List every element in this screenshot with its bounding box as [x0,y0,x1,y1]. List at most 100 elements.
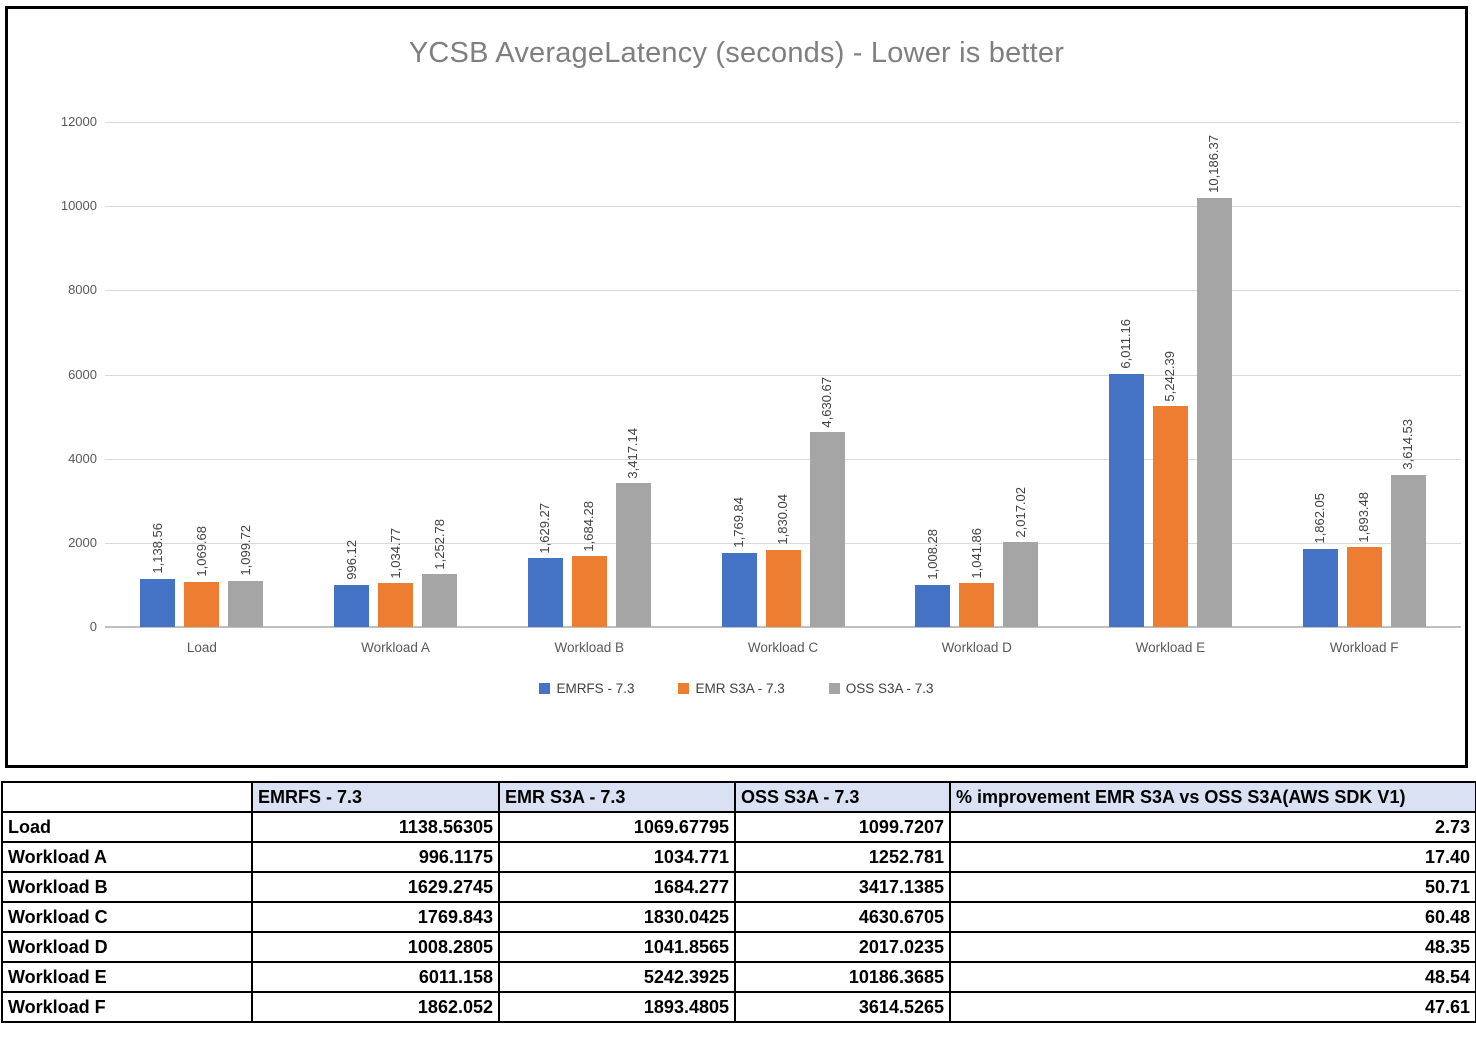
header-cell-blank[interactable] [1,781,253,813]
bar-OSS-S3A---7-3-Workload-E [1196,198,1232,627]
bar-EMR-S3A---7-3-Workload-D [959,583,995,627]
row-label[interactable]: Workload B [1,871,253,903]
table-cell-value[interactable]: 1769.843 [251,901,500,933]
table-row-workload-b: Workload B 1629.2745 1684.277 3417.1385 50.7… [1,871,1476,903]
bar-value-label: 996.12 [343,540,359,581]
table-cell-value[interactable]: 1252.781 [734,841,951,873]
table-row-load: Load 1138.56305 1069.67795 1099.7207 2.73 [1,811,1476,843]
table-cell-value[interactable]: 4630.6705 [734,901,951,933]
table-cell-value[interactable]: 60.48 [949,901,1476,933]
header-cell--improvement-emr-s3a-vs-oss-s3a-aws-sdk-v1-[interactable]: % improvement EMR S3A vs OSS S3A(AWS SDK… [949,781,1476,813]
category-label-workload-c: Workload C [747,640,819,655]
table-cell-value[interactable]: 50.71 [949,871,1476,903]
plot-area: 0 2000 4000 6000 8000 10000 12000 Load 1,138.56 1… [61,114,1461,655]
bar-EMR-S3A---7-3-Workload-B [571,556,607,627]
table-cell-value[interactable]: 10186.3685 [734,961,951,993]
row-label[interactable]: Load [1,811,253,843]
table-cell-value[interactable]: 1138.56305 [251,811,500,843]
bar-value-label: 3,614.53 [1400,419,1416,470]
bar-value-label: 2,017.02 [1012,486,1028,538]
table-row-workload-f: Workload F 1862.052 1893.4805 3614.5265 47.6… [1,991,1476,1023]
bar-value-label: 1,830.04 [775,494,790,545]
table-cell-value[interactable]: 48.54 [949,961,1476,993]
category-label-workload-f: Workload F [1329,640,1399,655]
row-label[interactable]: Workload E [1,961,253,993]
legend-swatch-icon [678,683,690,694]
header-cell-emrfs---7-3[interactable]: EMRFS - 7.3 [251,781,500,813]
legend-label: EMRFS - 7.3 [556,681,635,696]
table-cell-value[interactable]: 1862.052 [251,991,500,1023]
bar-value-label: 1,684.28 [581,500,597,552]
bar-value-label: 1,034.77 [387,527,403,579]
table-cell-value[interactable]: 3614.5265 [734,991,951,1023]
legend-swatch-icon [539,683,551,694]
category-label-workload-a: Workload A [361,640,430,655]
table-cell-value[interactable]: 5242.3925 [498,961,736,993]
chart-legend: EMRFS - 7.3 EMR S3A - 7.3 OSS S3A - 7.3 [8,681,1465,696]
bar-value-label: 1,008.28 [924,528,940,580]
header-cell-oss-s3a---7-3[interactable]: OSS S3A - 7.3 [734,781,951,813]
table-row-workload-c: Workload C 1769.843 1830.0425 4630.6705 60.4… [1,901,1476,933]
bar-OSS-S3A---7-3-Workload-B [615,483,651,627]
row-label[interactable]: Workload D [1,931,253,963]
bar-EMRFS---7-3-Workload-C [721,552,757,627]
table-cell-value[interactable]: 996.1175 [251,841,500,873]
gridline-10000 [105,206,1461,208]
table-cell-value[interactable]: 1684.277 [498,871,736,903]
table-cell-value[interactable]: 1830.0425 [498,901,736,933]
bar-value-label: 1,862.05 [1312,493,1328,544]
legend-swatch-icon [828,683,840,694]
table-cell-value[interactable]: 48.35 [949,931,1476,963]
header-cell-emr-s3a---7-3[interactable]: EMR S3A - 7.3 [498,781,736,813]
gridline-8000 [105,290,1461,292]
gridline-2000 [105,542,1461,544]
table-cell-value[interactable]: 1099.7207 [734,811,951,843]
table-cell-value[interactable]: 2017.0235 [734,931,951,963]
table-cell-value[interactable]: 17.40 [949,841,1476,873]
table-row-workload-a: Workload A 996.1175 1034.771 1252.781 17.40 [1,841,1476,873]
bar-EMR-S3A---7-3-Workload-C [765,549,801,627]
y-axis-tick-4000: 4000 [68,450,97,466]
bar-EMRFS---7-3-Workload-D [915,584,951,627]
chart-container: YCSB AverageLatency (seconds) - Lower is… [5,6,1468,768]
legend-item-EMRFS---7-3: EMRFS - 7.3 [539,681,634,696]
bar-value-label: 1,893.48 [1356,491,1372,543]
gridline-4000 [105,458,1461,460]
y-axis-tick-12000: 12000 [60,114,97,129]
table-row-workload-e: Workload E 6011.158 5242.3925 10186.3685 48.… [1,961,1476,993]
chart-title: YCSB AverageLatency (seconds) - Lower is… [408,37,1065,69]
row-label[interactable]: Workload C [1,901,253,933]
bar-EMRFS---7-3-Workload-B [527,558,563,627]
y-axis-tick-2000: 2000 [68,534,97,550]
legend-item-OSS-S3A---7-3: OSS S3A - 7.3 [828,681,934,696]
table-cell-value[interactable]: 6011.158 [251,961,500,993]
y-axis-tick-8000: 8000 [68,282,97,298]
table-row-workload-d: Workload D 1008.2805 1041.8565 2017.0235 48.… [1,931,1476,963]
legend-label: OSS S3A - 7.3 [845,681,934,696]
table-cell-value[interactable]: 1041.8565 [498,931,736,963]
bar-value-label: 1,252.78 [431,518,447,570]
table-cell-value[interactable]: 1008.2805 [251,931,500,963]
table-cell-value[interactable]: 2.73 [949,811,1476,843]
bar-value-label: 1,099.72 [237,525,253,576]
bar-OSS-S3A---7-3-Workload-F [1390,474,1426,627]
table-cell-value[interactable]: 47.61 [949,991,1476,1023]
y-axis-tick-0: 0 [89,619,97,634]
table-cell-value[interactable]: 1034.771 [498,841,736,873]
category-label-workload-d: Workload D [941,640,1012,655]
row-label[interactable]: Workload F [1,991,253,1023]
y-axis-tick-10000: 10000 [60,198,97,214]
bar-value-label: 4,630.67 [819,376,834,428]
table-cell-value[interactable]: 1893.4805 [498,991,736,1023]
bar-OSS-S3A---7-3-Workload-A [422,574,458,627]
bar-value-label: 1,769.84 [731,496,746,548]
bar-EMRFS---7-3-Workload-A [334,585,370,627]
table-cell-value[interactable]: 1629.2745 [251,871,500,903]
table-cell-value[interactable]: 1069.67795 [498,811,736,843]
table-cell-value[interactable]: 3417.1385 [734,871,951,903]
bar-value-label: 1,629.27 [537,502,553,554]
y-axis-tick-6000: 6000 [68,366,97,382]
data-table: EMRFS - 7.3 EMR S3A - 7.3 OSS S3A - 7.3% i… [1,781,1476,1023]
row-label[interactable]: Workload A [1,841,253,873]
